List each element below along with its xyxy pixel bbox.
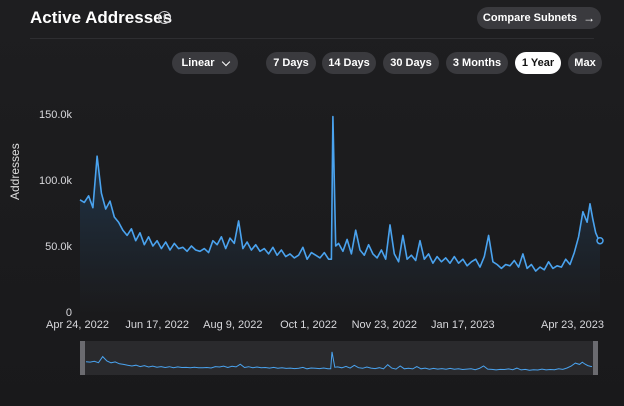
scale-dropdown-label: Linear <box>181 57 215 69</box>
range-button-3-months[interactable]: 3 Months <box>446 52 508 74</box>
navigator-right-handle[interactable] <box>593 341 598 375</box>
y-tick-label: 150.0k <box>39 109 73 121</box>
y-tick-label: 50.0k <box>45 241 72 253</box>
arrow-right-icon: → <box>583 11 596 25</box>
x-tick-label: Jan 17, 2023 <box>431 319 495 331</box>
range-button-14-days[interactable]: 14 Days <box>322 52 376 74</box>
range-button-7-days[interactable]: 7 Days <box>266 52 316 74</box>
navigator-left-handle[interactable] <box>80 341 85 375</box>
x-tick-label: Aug 9, 2022 <box>203 319 262 331</box>
range-label: 7 Days <box>273 57 309 69</box>
info-icon[interactable]: i <box>158 11 171 24</box>
x-tick-label: Jun 17, 2022 <box>125 319 189 331</box>
header-divider <box>30 38 594 39</box>
range-label: Max <box>574 57 596 69</box>
series-line <box>79 115 601 272</box>
range-label: 30 Days <box>390 57 432 69</box>
range-button-1-year[interactable]: 1 Year <box>515 52 561 74</box>
range-label: 3 Months <box>452 57 502 69</box>
page-title: Active Addresses <box>30 8 173 27</box>
x-tick-label: Oct 1, 2022 <box>280 319 337 331</box>
series-area-fill <box>80 116 600 312</box>
range-label: 1 Year <box>521 57 555 69</box>
x-tick-label: Nov 23, 2022 <box>352 319 417 331</box>
series-end-point[interactable] <box>596 236 604 245</box>
range-button-max[interactable]: Max <box>568 52 602 74</box>
compare-subnets-button[interactable]: Compare Subnets → <box>477 7 601 29</box>
navigator-series-line <box>85 351 593 371</box>
range-button-30-days[interactable]: 30 Days <box>383 52 439 74</box>
x-tick-label: Apr 23, 2023 <box>541 319 604 331</box>
range-label: 14 Days <box>328 57 370 69</box>
compare-subnets-label: Compare Subnets <box>482 12 578 24</box>
y-tick-label: 100.0k <box>39 175 73 187</box>
scale-dropdown[interactable]: Linear <box>172 52 238 74</box>
y-tick-label: 0 <box>66 307 72 319</box>
x-tick-label: Apr 24, 2022 <box>46 319 109 331</box>
